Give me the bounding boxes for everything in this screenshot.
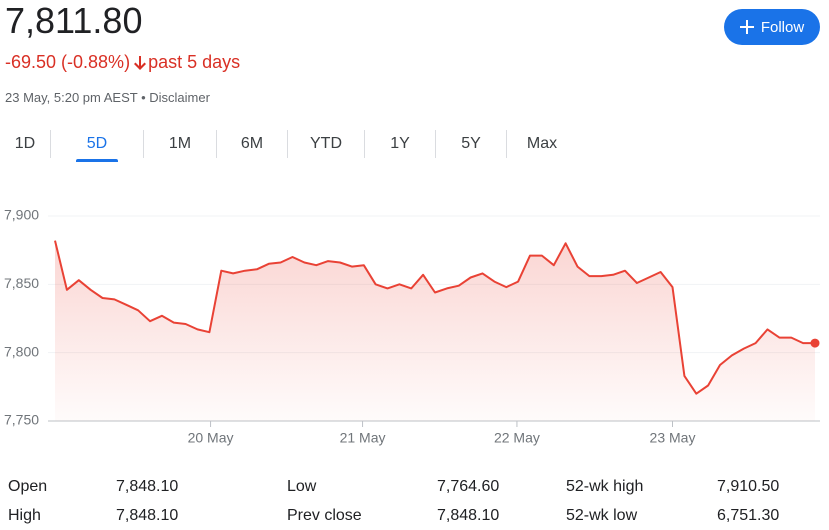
y-tick-label: 7,750 <box>4 412 39 428</box>
chart: 7,750 7,800 7,850 7,900 20 May 21 May 22 May 23… <box>4 207 820 446</box>
timestamp-row: 23 May, 5:20 pm AEST • Disclaimer <box>5 90 210 105</box>
price: 7,811.80 <box>5 0 143 41</box>
area <box>55 240 815 421</box>
disclaimer[interactable]: Disclaimer <box>149 90 210 105</box>
stat-value: 6,751.30 <box>717 507 780 524</box>
change-row: -69.50 (-0.88%) past 5 days <box>5 52 240 73</box>
tab[interactable]: 6M <box>240 135 264 152</box>
tab-separator <box>50 130 51 158</box>
stat-value: 7,848.10 <box>437 507 500 524</box>
tab[interactable]: 5D <box>51 128 143 162</box>
stat-label: Low <box>287 478 317 495</box>
line <box>54 240 815 395</box>
tab-separator <box>364 130 365 158</box>
change: -69.50 (-0.88%) <box>5 52 131 72</box>
x-tick-label: 23 May <box>650 430 696 446</box>
stat-label: 52-wk low <box>566 507 638 524</box>
range-tabs: 1D 5D 1M 6M YTD 1Y 5Y Max <box>0 128 577 162</box>
stat-label: Prev close <box>287 507 362 524</box>
y-tick-label: 7,800 <box>4 343 39 359</box>
tab-separator <box>435 130 436 158</box>
tab[interactable]: 1Y <box>390 135 410 152</box>
tab-separator <box>287 130 288 158</box>
stat-value: 7,848.10 <box>116 507 179 524</box>
stat-value: 7,764.60 <box>437 478 500 495</box>
tab[interactable]: 1M <box>168 135 192 152</box>
y-tick-label: 7,850 <box>4 275 39 291</box>
timestamp: 23 May, 5:20 pm AEST <box>5 90 138 105</box>
down-arrow <box>134 56 147 70</box>
last-point <box>810 338 820 348</box>
period: past 5 days <box>148 52 241 72</box>
plus-icon <box>739 20 754 34</box>
follow-label: Follow <box>760 18 805 36</box>
stat-value: 7,848.10 <box>116 478 179 495</box>
tab-separator <box>143 130 144 158</box>
follow-button[interactable]: Follow <box>724 9 820 45</box>
stat-label: Open <box>8 478 48 495</box>
tab[interactable]: 5Y <box>461 135 481 152</box>
tab[interactable]: 1D <box>14 135 36 152</box>
tab-separator <box>216 130 217 158</box>
stat-value: 7,910.50 <box>717 478 780 495</box>
stat-label: 52-wk high <box>566 478 644 495</box>
stat-label: High <box>8 507 41 524</box>
x-tick-label: 20 May <box>188 430 234 446</box>
tab-separator <box>506 130 507 158</box>
x-tick-label: 22 May <box>494 430 540 446</box>
stats-table: Open 7,848.10 High 7,848.10 Low 7,764.60 Prev … <box>0 472 829 530</box>
y-tick-label: 7,900 <box>4 207 39 223</box>
tab[interactable]: Max <box>526 135 558 152</box>
tab[interactable]: YTD <box>310 135 342 152</box>
x-tick-label: 21 May <box>340 430 386 446</box>
